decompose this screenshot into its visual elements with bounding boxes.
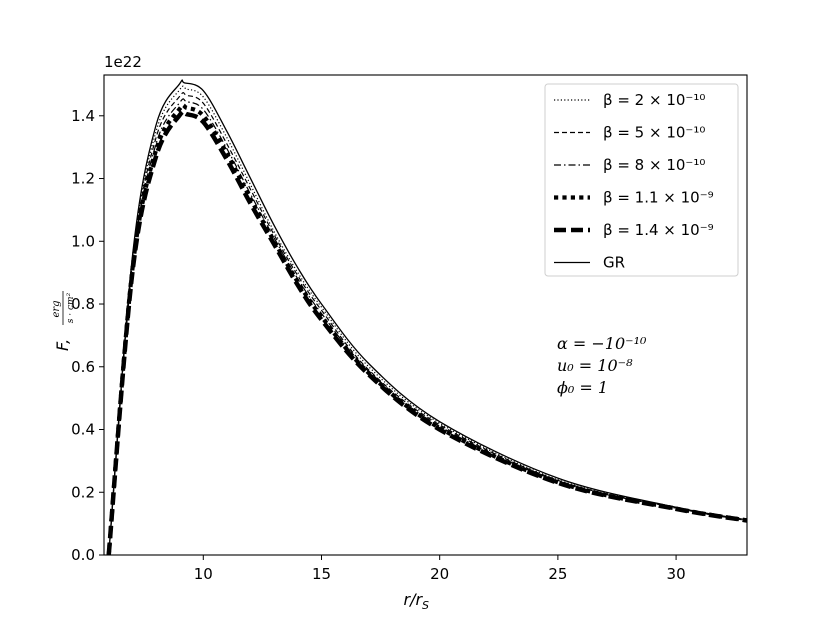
series-line-2	[108, 92, 747, 555]
y-tick-label: 0.8	[71, 295, 95, 313]
axes-frame	[103, 74, 748, 556]
x-tick-label: 30	[667, 565, 686, 583]
legend-label-3: β = 8 × 10⁻¹⁰	[603, 156, 705, 174]
legend-box	[544, 83, 739, 277]
parameter-note-2: u₀ = 10⁻⁸	[557, 356, 633, 375]
series-line-4	[106, 103, 747, 555]
legend-label-5: β = 1.4 × 10⁻⁹	[603, 221, 714, 239]
y-tick-label: 0.4	[71, 421, 95, 439]
svg-text:F,: F,	[53, 339, 72, 351]
series-line-6	[108, 79, 747, 555]
svg-text:s · cm²: s · cm²	[66, 292, 76, 323]
series-curves	[106, 79, 747, 555]
y-tick-label: 1.0	[71, 232, 95, 250]
y-tick-label: 0.0	[71, 546, 95, 564]
svg-text:erg: erg	[51, 300, 62, 317]
x-axis-label: r/rS	[404, 590, 430, 612]
x-tick-label: 20	[430, 565, 449, 583]
y-tick-label: 0.6	[71, 358, 95, 376]
series-line-1	[108, 85, 747, 555]
plot-area	[106, 79, 747, 555]
y-tick-label: 0.2	[71, 483, 95, 501]
parameter-note-3: ϕ₀ = 1	[557, 378, 608, 397]
axes: 10 15 20 25 30 0.0 0.2 0.4 0.6 0.8 1.0 1.2 1.4 1e22 r/…	[51, 53, 748, 612]
legend: β = 2 × 10⁻¹⁰ β = 5 × 10⁻¹⁰ β = 8 × 10⁻¹⁰ β…	[544, 83, 739, 277]
x-tick-label: 10	[194, 565, 213, 583]
parameter-note-1: α = −10⁻¹⁰	[557, 334, 647, 353]
y-axis-label: F, erg s · cm²	[51, 291, 76, 351]
legend-label-1: β = 2 × 10⁻¹⁰	[603, 91, 705, 109]
legend-label-2: β = 5 × 10⁻¹⁰	[603, 124, 705, 142]
legend-label-4: β = 1.1 × 10⁻⁹	[603, 189, 714, 207]
parameter-annotations: α = −10⁻¹⁰ u₀ = 10⁻⁸ ϕ₀ = 1	[557, 334, 647, 397]
x-tick-label: 15	[312, 565, 331, 583]
series-line-5	[106, 109, 747, 555]
legend-label-6: GR	[603, 254, 625, 272]
y-offset-text: 1e22	[104, 53, 142, 71]
x-tick-label: 25	[548, 565, 567, 583]
y-tick-label: 1.4	[71, 107, 95, 125]
y-tick-label: 1.2	[71, 170, 95, 188]
